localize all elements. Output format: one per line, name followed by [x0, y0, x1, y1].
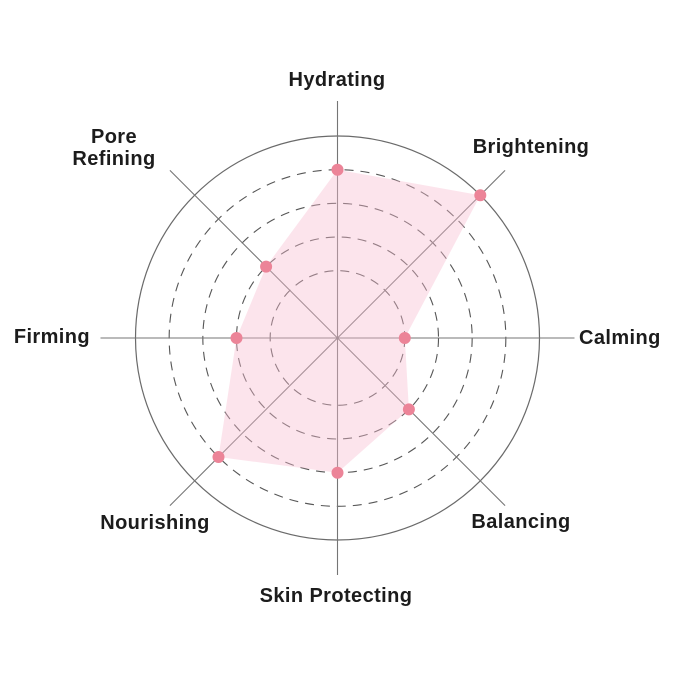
radar-data-point-hydrating	[331, 163, 344, 176]
radar-data-point-firming	[230, 332, 243, 344]
radar-data-point-nourishing	[212, 451, 225, 463]
axis-label-firming: Firming	[13, 326, 90, 348]
axis-label-calming: Calming	[579, 327, 661, 349]
radar-data-point-skin-protecting	[331, 466, 344, 479]
radar-data-point-pore-refining	[260, 260, 273, 273]
radar-data-point-brightening	[474, 189, 487, 202]
radar-axis-line	[337, 337, 506, 506]
axis-label-pore-refining: Pore Refining	[72, 126, 156, 170]
axis-label-balancing: Balancing	[471, 511, 571, 533]
axis-label-skin-protecting: Skin Protecting	[259, 585, 413, 607]
radar-data-point-calming	[398, 332, 411, 344]
radar-axis-line	[169, 337, 338, 506]
axis-label-hydrating: Hydrating	[288, 69, 386, 91]
radar-axis-line	[169, 170, 338, 339]
axis-label-nourishing: Nourishing	[100, 512, 210, 534]
axis-label-brightening: Brightening	[472, 136, 590, 158]
radar-data-point-balancing	[402, 403, 415, 416]
radar-data-polygon	[218, 169, 481, 473]
